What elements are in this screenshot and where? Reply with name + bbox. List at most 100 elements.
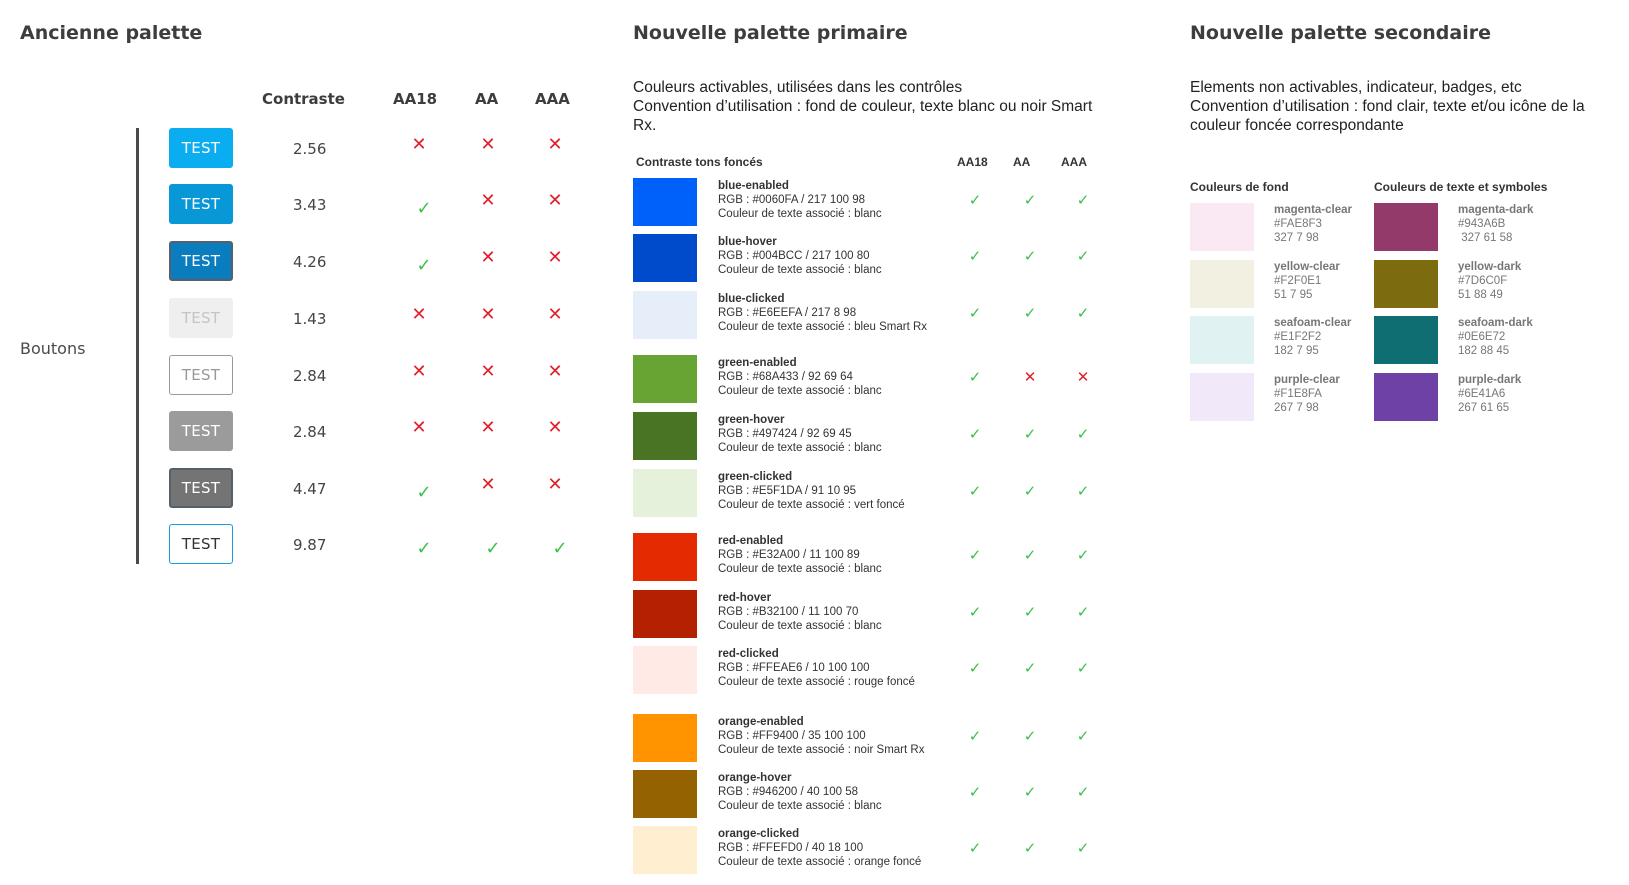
pass-check-icon: ✓	[968, 727, 982, 745]
color-hex: #0E6E72	[1458, 331, 1506, 343]
color-swatch	[633, 533, 697, 581]
text-symbol-color-item: yellow-dark #7D6C0F 51 88 49	[1374, 260, 1564, 310]
pass-check-icon: ✓	[1023, 839, 1037, 857]
associated-text-color: Couleur de texte associé : blanc	[718, 442, 882, 454]
primary-color-row: orange-enabled RGB : #FF9400 / 35 100 100…	[633, 714, 1113, 764]
test-button[interactable]: TEST	[169, 128, 233, 168]
background-color-item: seafoam-clear #E1F2F2 182 7 95	[1190, 316, 1380, 366]
associated-text-color: Couleur de texte associé : blanc	[718, 208, 882, 220]
primary-desc-line-2: Convention d’utilisation : fond de coule…	[633, 98, 1093, 115]
color-rgb: RGB : #004BCC / 217 100 80	[718, 250, 870, 262]
pass-check-icon: ✓	[968, 425, 982, 443]
fail-cross-icon: ✕	[547, 247, 563, 268]
pass-check-icon: ✓	[1023, 659, 1037, 677]
associated-text-color: Couleur de texte associé : blanc	[718, 264, 882, 276]
pass-check-icon: ✓	[485, 538, 501, 559]
color-name: orange-clicked	[718, 828, 800, 840]
pass-check-icon: ✓	[968, 546, 982, 564]
primary-aa-header: AA	[1013, 155, 1031, 169]
test-button[interactable]: TEST	[169, 355, 233, 395]
associated-text-color: Couleur de texte associé : blanc	[718, 800, 882, 812]
associated-text-color: Couleur de texte associé : bleu Smart Rx	[718, 321, 928, 333]
color-name: red-hover	[718, 592, 772, 604]
pass-check-icon: ✓	[968, 191, 982, 209]
pass-check-icon: ✓	[416, 538, 432, 559]
color-hex: #F2F0E1	[1274, 275, 1322, 287]
test-button[interactable]: TEST	[169, 524, 233, 564]
color-name: yellow-dark	[1458, 261, 1522, 273]
color-swatch	[1374, 260, 1438, 308]
test-button[interactable]: TEST	[169, 468, 233, 508]
fail-cross-icon: ✕	[480, 304, 496, 325]
pass-check-icon: ✓	[1076, 191, 1090, 209]
color-hsv: 51 88 49	[1458, 289, 1503, 301]
color-hex: #943A6B	[1458, 218, 1506, 230]
color-rgb: RGB : #FFEFD0 / 40 18 100	[718, 842, 864, 854]
pass-check-icon: ✓	[1076, 727, 1090, 745]
buttons-group-bracket	[136, 128, 139, 564]
test-button[interactable]: TEST	[169, 241, 233, 281]
primary-palette-title: Nouvelle palette primaire	[633, 22, 908, 44]
color-swatch	[633, 178, 697, 226]
primary-aaa-header: AAA	[1061, 155, 1087, 169]
color-rgb: RGB : #E5F1DA / 91 10 95	[718, 485, 857, 497]
fail-cross-icon: ✕	[480, 474, 496, 495]
test-button[interactable]: TEST	[169, 411, 233, 451]
color-swatch	[633, 714, 697, 762]
color-name: orange-hover	[718, 772, 792, 784]
contrast-value: 9.87	[293, 536, 327, 554]
contrast-value: 2.84	[293, 367, 327, 385]
color-rgb: RGB : #0060FA / 217 100 98	[718, 194, 866, 206]
secondary-desc-line-1: Elements non activables, indicateur, bad…	[1190, 79, 1522, 96]
aaa-column-header: AAA	[535, 90, 570, 108]
pass-check-icon: ✓	[1076, 603, 1090, 621]
color-name: orange-enabled	[718, 716, 804, 728]
contrast-value: 3.43	[293, 196, 327, 214]
test-button[interactable]: TEST	[169, 184, 233, 224]
color-swatch	[633, 590, 697, 638]
color-rgb: RGB : #FF9400 / 35 100 100	[718, 730, 866, 742]
text-symbol-colors-header: Couleurs de texte et symboles	[1374, 180, 1548, 194]
color-swatch	[633, 826, 697, 874]
old-palette-row: TEST 2.84 ✕ ✕ ✕	[0, 411, 600, 467]
fail-cross-icon: ✕	[1076, 368, 1090, 386]
contrast-value: 2.56	[293, 140, 327, 158]
pass-check-icon: ✓	[1076, 839, 1090, 857]
color-name: green-hover	[718, 414, 785, 426]
color-rgb: RGB : #497424 / 92 69 45	[718, 428, 852, 440]
fail-cross-icon: ✕	[480, 417, 496, 438]
color-name: seafoam-clear	[1274, 317, 1352, 329]
fail-cross-icon: ✕	[547, 417, 563, 438]
background-color-item: magenta-clear #FAE8F3 327 7 98	[1190, 203, 1380, 253]
buttons-row-label: Boutons	[20, 339, 86, 358]
background-color-item: purple-clear #F1E8FA 267 7 98	[1190, 373, 1380, 423]
old-palette-title: Ancienne palette	[20, 22, 203, 44]
color-swatch	[1374, 316, 1438, 364]
color-swatch	[633, 469, 697, 517]
pass-check-icon: ✓	[968, 247, 982, 265]
background-colors-header: Couleurs de fond	[1190, 180, 1289, 194]
primary-desc-line-1: Couleurs activables, utilisées dans les …	[633, 79, 963, 96]
pass-check-icon: ✓	[1023, 247, 1037, 265]
pass-check-icon: ✓	[416, 198, 432, 219]
primary-color-row: orange-clicked RGB : #FFEFD0 / 40 18 100 C…	[633, 826, 1113, 876]
color-swatch	[1190, 260, 1254, 308]
color-hex: #F1E8FA	[1274, 388, 1322, 400]
associated-text-color: Couleur de texte associé : blanc	[718, 620, 882, 632]
color-hsv: 327 61 58	[1458, 232, 1513, 244]
color-name: purple-dark	[1458, 374, 1522, 386]
old-palette-row: TEST 9.87 ✓ ✓ ✓	[0, 524, 600, 580]
color-swatch	[633, 291, 697, 339]
color-rgb: RGB : #68A433 / 92 69 64	[718, 371, 853, 383]
old-palette-row: TEST 1.43 ✕ ✕ ✕	[0, 298, 600, 354]
pass-check-icon: ✓	[1023, 482, 1037, 500]
fail-cross-icon: ✕	[480, 361, 496, 382]
primary-desc-line-3: Rx.	[633, 117, 657, 134]
primary-color-row: red-enabled RGB : #E32A00 / 11 100 89 Coul…	[633, 533, 1113, 583]
test-button[interactable]: TEST	[169, 298, 233, 338]
fail-cross-icon: ✕	[547, 474, 563, 495]
color-name: red-clicked	[718, 648, 779, 660]
color-hex: #E1F2F2	[1274, 331, 1322, 343]
associated-text-color: Couleur de texte associé : blanc	[718, 385, 882, 397]
background-color-item: yellow-clear #F2F0E1 51 7 95	[1190, 260, 1380, 310]
